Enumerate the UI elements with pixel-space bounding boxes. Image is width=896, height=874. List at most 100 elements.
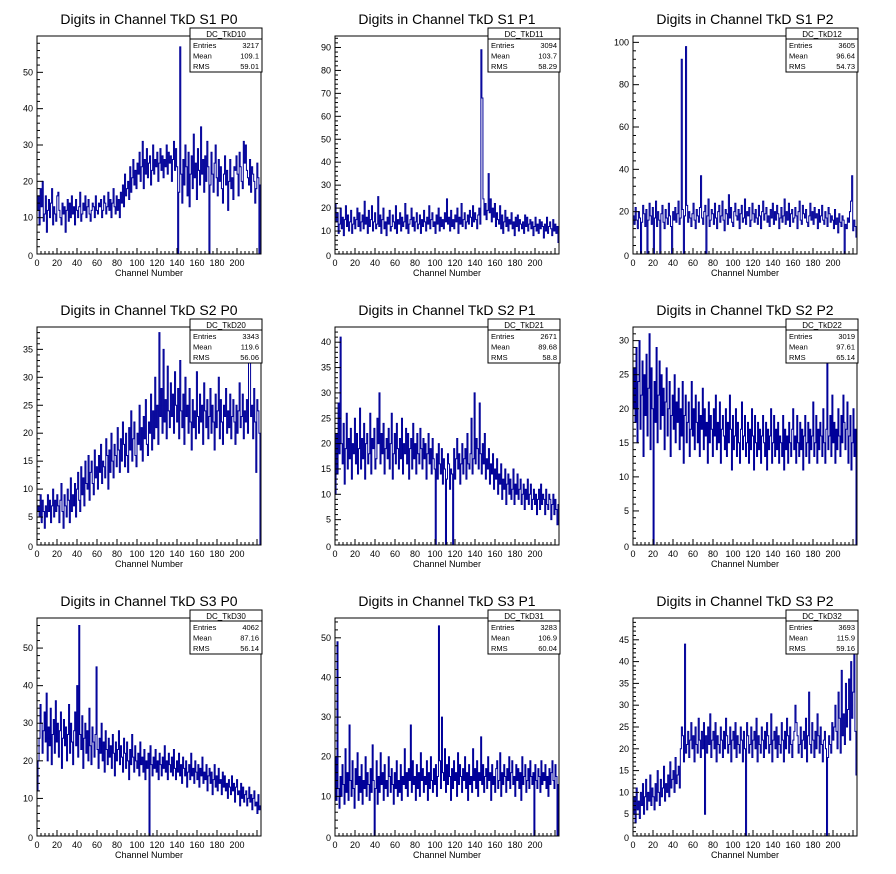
stats-mean-label: Mean bbox=[491, 52, 510, 61]
stats-rms-label: RMS bbox=[789, 62, 806, 71]
stats-box-frame bbox=[487, 609, 561, 655]
x-tick-label: 120 bbox=[447, 840, 462, 850]
x-tick-label: 200 bbox=[229, 258, 244, 268]
x-tick-label: 80 bbox=[708, 840, 718, 850]
x-tick-label: 20 bbox=[648, 549, 658, 559]
stats-mean-label: Mean bbox=[789, 343, 808, 352]
stats-box: DC_TkD22 Entries 3019 Mean 97.61 RMS 65.14 bbox=[785, 318, 859, 364]
x-tick-label: 200 bbox=[527, 840, 542, 850]
x-axis-label: Channel Number bbox=[711, 268, 779, 278]
x-tick-label: 180 bbox=[507, 549, 522, 559]
stats-entries-label: Entries bbox=[789, 623, 813, 632]
x-tick-label: 140 bbox=[467, 258, 482, 268]
stats-box-name: DC_TkD21 bbox=[504, 321, 544, 330]
x-tick-label: 140 bbox=[467, 840, 482, 850]
x-tick-label: 180 bbox=[209, 840, 224, 850]
x-tick-label: 60 bbox=[390, 840, 400, 850]
stats-entries-label: Entries bbox=[491, 41, 515, 50]
x-tick-label: 180 bbox=[805, 258, 820, 268]
histogram-series-line bbox=[632, 643, 858, 837]
x-tick-label: 20 bbox=[350, 258, 360, 268]
x-tick-label: 160 bbox=[785, 549, 800, 559]
stats-box-frame bbox=[785, 27, 859, 73]
x-tick-label: 0 bbox=[630, 258, 635, 268]
stats-mean-value: 103.7 bbox=[538, 52, 557, 61]
x-tick-label: 100 bbox=[129, 258, 144, 268]
x-tick-label: 200 bbox=[527, 258, 542, 268]
stats-entries-value: 3693 bbox=[838, 623, 855, 632]
stats-box-frame bbox=[785, 318, 859, 364]
y-tick-label: 70 bbox=[321, 88, 331, 98]
x-tick-label: 160 bbox=[487, 549, 502, 559]
y-tick-label: 15 bbox=[619, 766, 629, 776]
x-tick-label: 120 bbox=[149, 840, 164, 850]
x-tick-label: 200 bbox=[229, 549, 244, 559]
x-tick-label: 40 bbox=[72, 258, 82, 268]
histogram-series-line bbox=[632, 333, 857, 546]
y-tick-label: 20 bbox=[321, 439, 331, 449]
y-tick-label: 20 bbox=[619, 404, 629, 414]
x-tick-label: 160 bbox=[785, 840, 800, 850]
stats-mean-label: Mean bbox=[193, 343, 212, 352]
x-axis-label: Channel Number bbox=[413, 268, 481, 278]
x-tick-label: 180 bbox=[805, 840, 820, 850]
y-origin-label: 0 bbox=[624, 251, 629, 261]
stats-mean-value: 89.68 bbox=[538, 343, 557, 352]
y-tick-label: 10 bbox=[619, 787, 629, 797]
y-tick-label: 5 bbox=[326, 515, 331, 525]
stats-mean-value: 97.61 bbox=[836, 343, 855, 352]
x-tick-label: 100 bbox=[427, 840, 442, 850]
stats-entries-value: 3343 bbox=[242, 332, 259, 341]
stats-box: DC_TkD11 Entries 3094 Mean 103.7 RMS 58.29 bbox=[487, 27, 561, 73]
x-tick-label: 100 bbox=[129, 840, 144, 850]
stats-box-name: DC_TkD10 bbox=[206, 30, 246, 39]
stats-rms-value: 56.06 bbox=[240, 353, 259, 362]
y-tick-label: 5 bbox=[624, 506, 629, 516]
chart-title: Digits in Channel TkD S1 P0 bbox=[60, 11, 237, 27]
histogram-pad: Digits in Channel TkD S1 P10 20 40 60 80 100 1… bbox=[321, 11, 561, 278]
stats-rms-label: RMS bbox=[491, 62, 508, 71]
x-tick-label: 120 bbox=[745, 840, 760, 850]
x-tick-label: 20 bbox=[52, 840, 62, 850]
y-tick-label: 80 bbox=[619, 80, 629, 90]
x-axis-label: Channel Number bbox=[115, 268, 183, 278]
y-tick-label: 35 bbox=[619, 678, 629, 688]
y-tick-label: 25 bbox=[23, 400, 33, 410]
x-tick-label: 200 bbox=[527, 549, 542, 559]
stats-rms-value: 65.14 bbox=[836, 353, 855, 362]
x-tick-label: 0 bbox=[34, 549, 39, 559]
y-tick-label: 5 bbox=[624, 809, 629, 819]
x-tick-label: 200 bbox=[825, 549, 840, 559]
x-tick-label: 80 bbox=[112, 840, 122, 850]
x-tick-label: 20 bbox=[350, 840, 360, 850]
y-origin-label: 0 bbox=[28, 542, 33, 552]
x-tick-label: 60 bbox=[92, 258, 102, 268]
y-origin-label: 0 bbox=[624, 542, 629, 552]
y-origin-label: 0 bbox=[326, 542, 331, 552]
stats-rms-value: 58.29 bbox=[538, 62, 557, 71]
chart-title: Digits in Channel TkD S2 P1 bbox=[358, 302, 535, 318]
x-tick-label: 60 bbox=[688, 258, 698, 268]
x-tick-label: 20 bbox=[648, 840, 658, 850]
x-tick-label: 0 bbox=[332, 840, 337, 850]
x-axis-label: Channel Number bbox=[413, 559, 481, 569]
x-tick-label: 100 bbox=[725, 840, 740, 850]
stats-entries-label: Entries bbox=[789, 332, 813, 341]
y-tick-label: 30 bbox=[321, 180, 331, 190]
y-tick-label: 25 bbox=[321, 413, 331, 423]
y-tick-label: 35 bbox=[23, 344, 33, 354]
stats-mean-label: Mean bbox=[491, 343, 510, 352]
x-tick-label: 180 bbox=[209, 549, 224, 559]
stats-box-name: DC_TkD32 bbox=[802, 612, 842, 621]
x-tick-label: 160 bbox=[487, 258, 502, 268]
x-tick-label: 40 bbox=[72, 840, 82, 850]
x-tick-label: 0 bbox=[332, 549, 337, 559]
x-tick-label: 60 bbox=[92, 549, 102, 559]
stats-box-name: DC_TkD22 bbox=[802, 321, 842, 330]
y-tick-label: 20 bbox=[23, 756, 33, 766]
stats-entries-value: 2671 bbox=[540, 332, 557, 341]
x-tick-label: 140 bbox=[169, 840, 184, 850]
chart-title: Digits in Channel TkD S2 P0 bbox=[60, 302, 237, 318]
histogram-pad: Digits in Channel TkD S3 P20 20 40 60 80 100 1… bbox=[619, 593, 859, 860]
